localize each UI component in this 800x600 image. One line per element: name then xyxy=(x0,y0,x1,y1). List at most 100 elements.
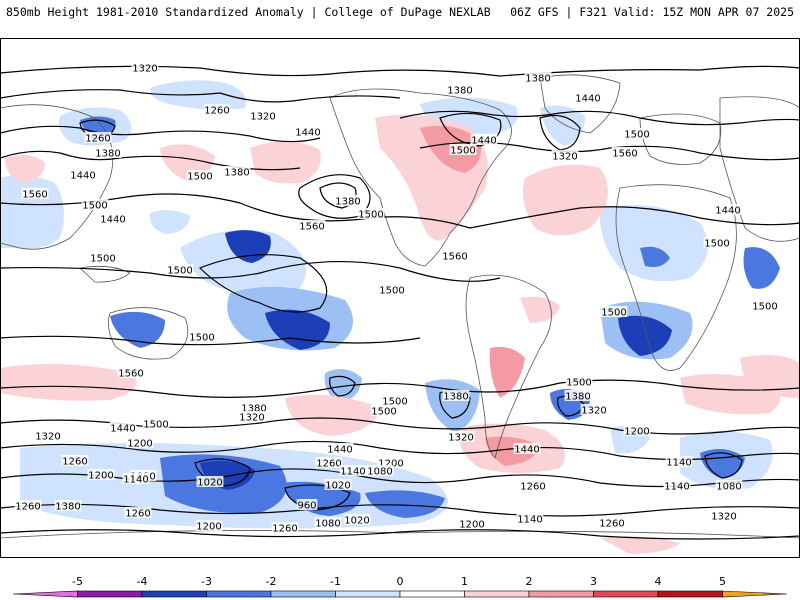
contour-label-bg xyxy=(94,147,122,158)
contour-label-bg xyxy=(519,480,547,491)
contour-label: 1380 xyxy=(525,74,550,85)
contour-label-bg xyxy=(238,411,266,422)
contour-label: 1380 xyxy=(95,149,120,160)
contour-label-bg xyxy=(751,300,779,311)
contour-label-bg xyxy=(339,465,367,476)
contour-label: 1320 xyxy=(581,406,606,417)
contour-label-bg xyxy=(574,92,602,103)
contour-label: 1500 xyxy=(187,172,212,183)
colorbar-swatch xyxy=(141,590,207,598)
contour-label: 1560 xyxy=(22,190,47,201)
colorbar-tick-label: 0 xyxy=(397,575,404,588)
contour-label-bg xyxy=(124,507,152,518)
chart-title: 850mb Height 1981-2010 Standardized Anom… xyxy=(6,5,491,19)
greenland-outline xyxy=(539,74,621,134)
contour-label-bg xyxy=(126,437,154,448)
colorbar-swatch xyxy=(335,590,401,598)
contour-label: 1080 xyxy=(367,467,392,478)
neg-anomaly-region xyxy=(0,174,64,250)
asia-east-outline xyxy=(0,104,114,250)
model-run-info: 06Z GFS | F321 Valid: 15Z MON APR 07 202… xyxy=(510,5,794,19)
contour-label-bg xyxy=(84,132,112,143)
contour-label: 1200 xyxy=(127,439,152,450)
contour-label-bg xyxy=(598,517,626,528)
colorbar-tick-label: -1 xyxy=(330,575,341,588)
contour-label-bg xyxy=(249,110,277,121)
contour-label-bg xyxy=(315,457,343,468)
negative-anomaly-shading xyxy=(0,80,780,529)
neg-anomaly-region xyxy=(280,481,361,516)
contour-label-bg xyxy=(565,376,593,387)
africa-outline xyxy=(615,184,737,371)
contour-label: 1260 xyxy=(272,524,297,535)
contour-label-bg xyxy=(122,473,150,484)
contour-label-bg xyxy=(564,390,592,401)
contour-label: 1140 xyxy=(664,482,689,493)
contour-label: 1500 xyxy=(371,407,396,418)
contour-label: 1440 xyxy=(575,94,600,105)
contour-label-bg xyxy=(663,480,691,491)
contour-label: 1380 xyxy=(335,197,360,208)
contour-label: 1080 xyxy=(315,519,340,530)
colorbar-tick-label: -3 xyxy=(201,575,212,588)
contour-label-bg xyxy=(370,405,398,416)
colorbar-tick-label: 1 xyxy=(461,575,468,588)
contour-label-layer: 1320138013801440126013201260144014401500… xyxy=(14,62,779,535)
neg-anomaly-region xyxy=(599,205,708,282)
contour-label: 1560 xyxy=(299,222,324,233)
contour-label-bg xyxy=(271,522,299,533)
contour-label: 1260 xyxy=(316,459,341,470)
contour-label-bg xyxy=(470,134,498,145)
contour-label: 1260 xyxy=(125,509,150,520)
contour-label: 1320 xyxy=(35,432,60,443)
pos-anomaly-region xyxy=(740,354,800,398)
contour-label-bg xyxy=(600,306,628,317)
contour-label: 1320 xyxy=(132,64,157,75)
contour-label-bg xyxy=(324,479,352,490)
colorbar-swatch xyxy=(206,590,272,598)
pos-anomaly-region xyxy=(522,164,608,236)
contour-label-bg xyxy=(21,188,49,199)
contour-label: 1500 xyxy=(379,286,404,297)
pos-anomaly-region xyxy=(489,346,525,398)
contour-label: 1500 xyxy=(601,308,626,319)
colorbar-arrow-low xyxy=(12,590,78,598)
contour-label-bg xyxy=(623,128,651,139)
contour-label: 1380 xyxy=(447,86,472,97)
contour-label: 1320 xyxy=(552,152,577,163)
colorbar-tick-label: 5 xyxy=(719,575,726,588)
asia-west-outline xyxy=(719,96,800,242)
contour-label: 1500 xyxy=(382,397,407,408)
contour-label: 1500 xyxy=(189,333,214,344)
contour-label: 1500 xyxy=(450,146,475,157)
contour-label: 1080 xyxy=(716,482,741,493)
coastlines xyxy=(0,74,800,558)
contour-label: 1200 xyxy=(196,522,221,533)
contour-label-bg xyxy=(186,170,214,181)
colorbar-tick-label: 2 xyxy=(526,575,533,588)
colorbar-swatch xyxy=(528,590,594,598)
contour-label-bg xyxy=(334,195,362,206)
contour-label: 1320 xyxy=(711,512,736,523)
contour-label-bg xyxy=(449,144,477,155)
contour-label: 1260 xyxy=(520,482,545,493)
contour-label-bg xyxy=(446,84,474,95)
contour-label-bg xyxy=(715,480,743,491)
contour-label: 1560 xyxy=(612,149,637,160)
contour-label: 1500 xyxy=(358,210,383,221)
pos-anomaly-region xyxy=(250,140,321,184)
neg-anomaly-region xyxy=(150,80,246,111)
contour-label: 1380 xyxy=(241,404,266,415)
contour-label: 1440 xyxy=(471,136,496,147)
contour-label-bg xyxy=(188,331,216,342)
contour-label: 1440 xyxy=(715,206,740,217)
contour-label: 1320 xyxy=(250,112,275,123)
contour-label: 1260 xyxy=(62,457,87,468)
contour-label-bg xyxy=(117,367,145,378)
contour-label-bg xyxy=(703,237,731,248)
neg-anomaly-region xyxy=(149,210,190,234)
contour-label-bg xyxy=(441,250,469,261)
contour-label: 1020 xyxy=(197,478,222,489)
contour-label: 1140 xyxy=(123,475,148,486)
contour-label-bg xyxy=(513,443,541,454)
